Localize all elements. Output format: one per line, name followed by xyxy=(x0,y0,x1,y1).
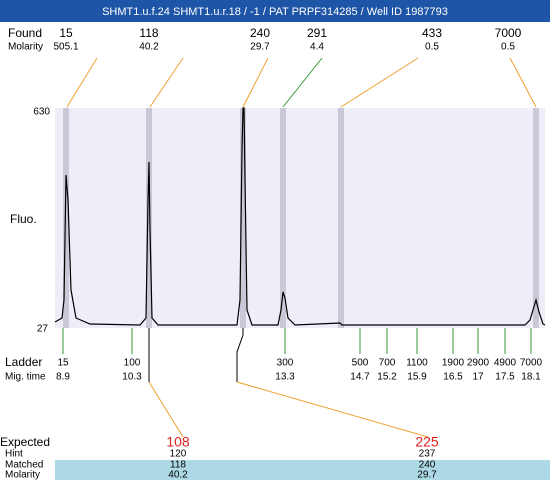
ladder-size: 1100 xyxy=(406,358,428,369)
axis-label: Fluo. xyxy=(10,212,37,226)
found-connectors xyxy=(66,57,537,108)
ladder-size: 100 xyxy=(124,358,141,369)
ladder-time: 10.3 xyxy=(122,372,142,383)
peak-size: 433 xyxy=(422,26,442,40)
ladder-label: Ladder xyxy=(5,355,42,369)
ladder-time: 17.5 xyxy=(495,372,515,383)
ladder-size: 500 xyxy=(352,358,369,369)
ladder-size: 7000 xyxy=(520,358,543,369)
title: SHMT1.u.f.24 SHMT1.u.r.18 / -1 / PAT PRP… xyxy=(102,6,448,18)
ladder-time: 17 xyxy=(472,372,484,383)
ladder-time: 16.5 xyxy=(443,372,463,383)
ladder-size: 1900 xyxy=(442,358,465,369)
ladder-size: 2900 xyxy=(467,358,490,369)
expected-row-label: Molarity xyxy=(5,470,40,480)
match-lines xyxy=(148,328,244,382)
ladder-time: 15.9 xyxy=(407,372,427,383)
expected-expected: 225 xyxy=(415,434,439,450)
expected-hint: 237 xyxy=(419,449,436,460)
expected-expected: 108 xyxy=(166,434,190,450)
peak-molarity: 29.7 xyxy=(250,42,270,53)
expected-row-label: Hint xyxy=(5,449,23,460)
peak-size: 15 xyxy=(59,26,73,40)
axis-bottom: 27 xyxy=(37,324,49,335)
axis-top: 630 xyxy=(33,107,50,118)
expected-matched: 118 xyxy=(170,460,186,471)
peak-molarity: 0.5 xyxy=(425,42,439,53)
expected-connectors xyxy=(148,381,429,438)
ladder-size: 15 xyxy=(57,358,69,369)
molarity-label: Molarity xyxy=(8,42,43,53)
peak-size: 291 xyxy=(307,26,327,40)
ladder-size: 4900 xyxy=(494,358,517,369)
peak-molarity: 505.1 xyxy=(53,42,78,53)
expected-molarity: 40.2 xyxy=(168,470,188,480)
expected-hint: 120 xyxy=(170,449,187,460)
trace xyxy=(54,107,546,326)
ladder-size: 700 xyxy=(379,358,396,369)
title-bar xyxy=(0,0,550,22)
time-label: Mig. time xyxy=(5,372,46,383)
peak-molarity: 4.4 xyxy=(310,42,324,53)
matched-band xyxy=(55,460,550,480)
ladder-ticks xyxy=(62,328,532,354)
ladder-time: 15.2 xyxy=(377,372,397,383)
expected-row-label: Expected xyxy=(0,435,50,449)
ladder-time: 18.1 xyxy=(521,372,541,383)
expected-row-label: Matched xyxy=(5,460,43,471)
peak-size: 118 xyxy=(139,26,158,40)
plot-area xyxy=(55,108,545,328)
peak-size: 7000 xyxy=(495,26,522,40)
peak-molarity: 40.2 xyxy=(139,42,159,53)
ladder-time: 14.7 xyxy=(350,372,370,383)
ladder-time: 13.3 xyxy=(275,372,295,383)
expected-molarity: 29.7 xyxy=(417,470,437,480)
found-label: Found xyxy=(8,26,42,40)
expected-matched: 240 xyxy=(419,460,436,471)
ladder-size: 300 xyxy=(277,358,294,369)
peak-size: 240 xyxy=(250,26,270,40)
peak-bands xyxy=(63,108,539,328)
peak-molarity: 0.5 xyxy=(501,42,515,53)
ladder-time: 8.9 xyxy=(56,372,70,383)
